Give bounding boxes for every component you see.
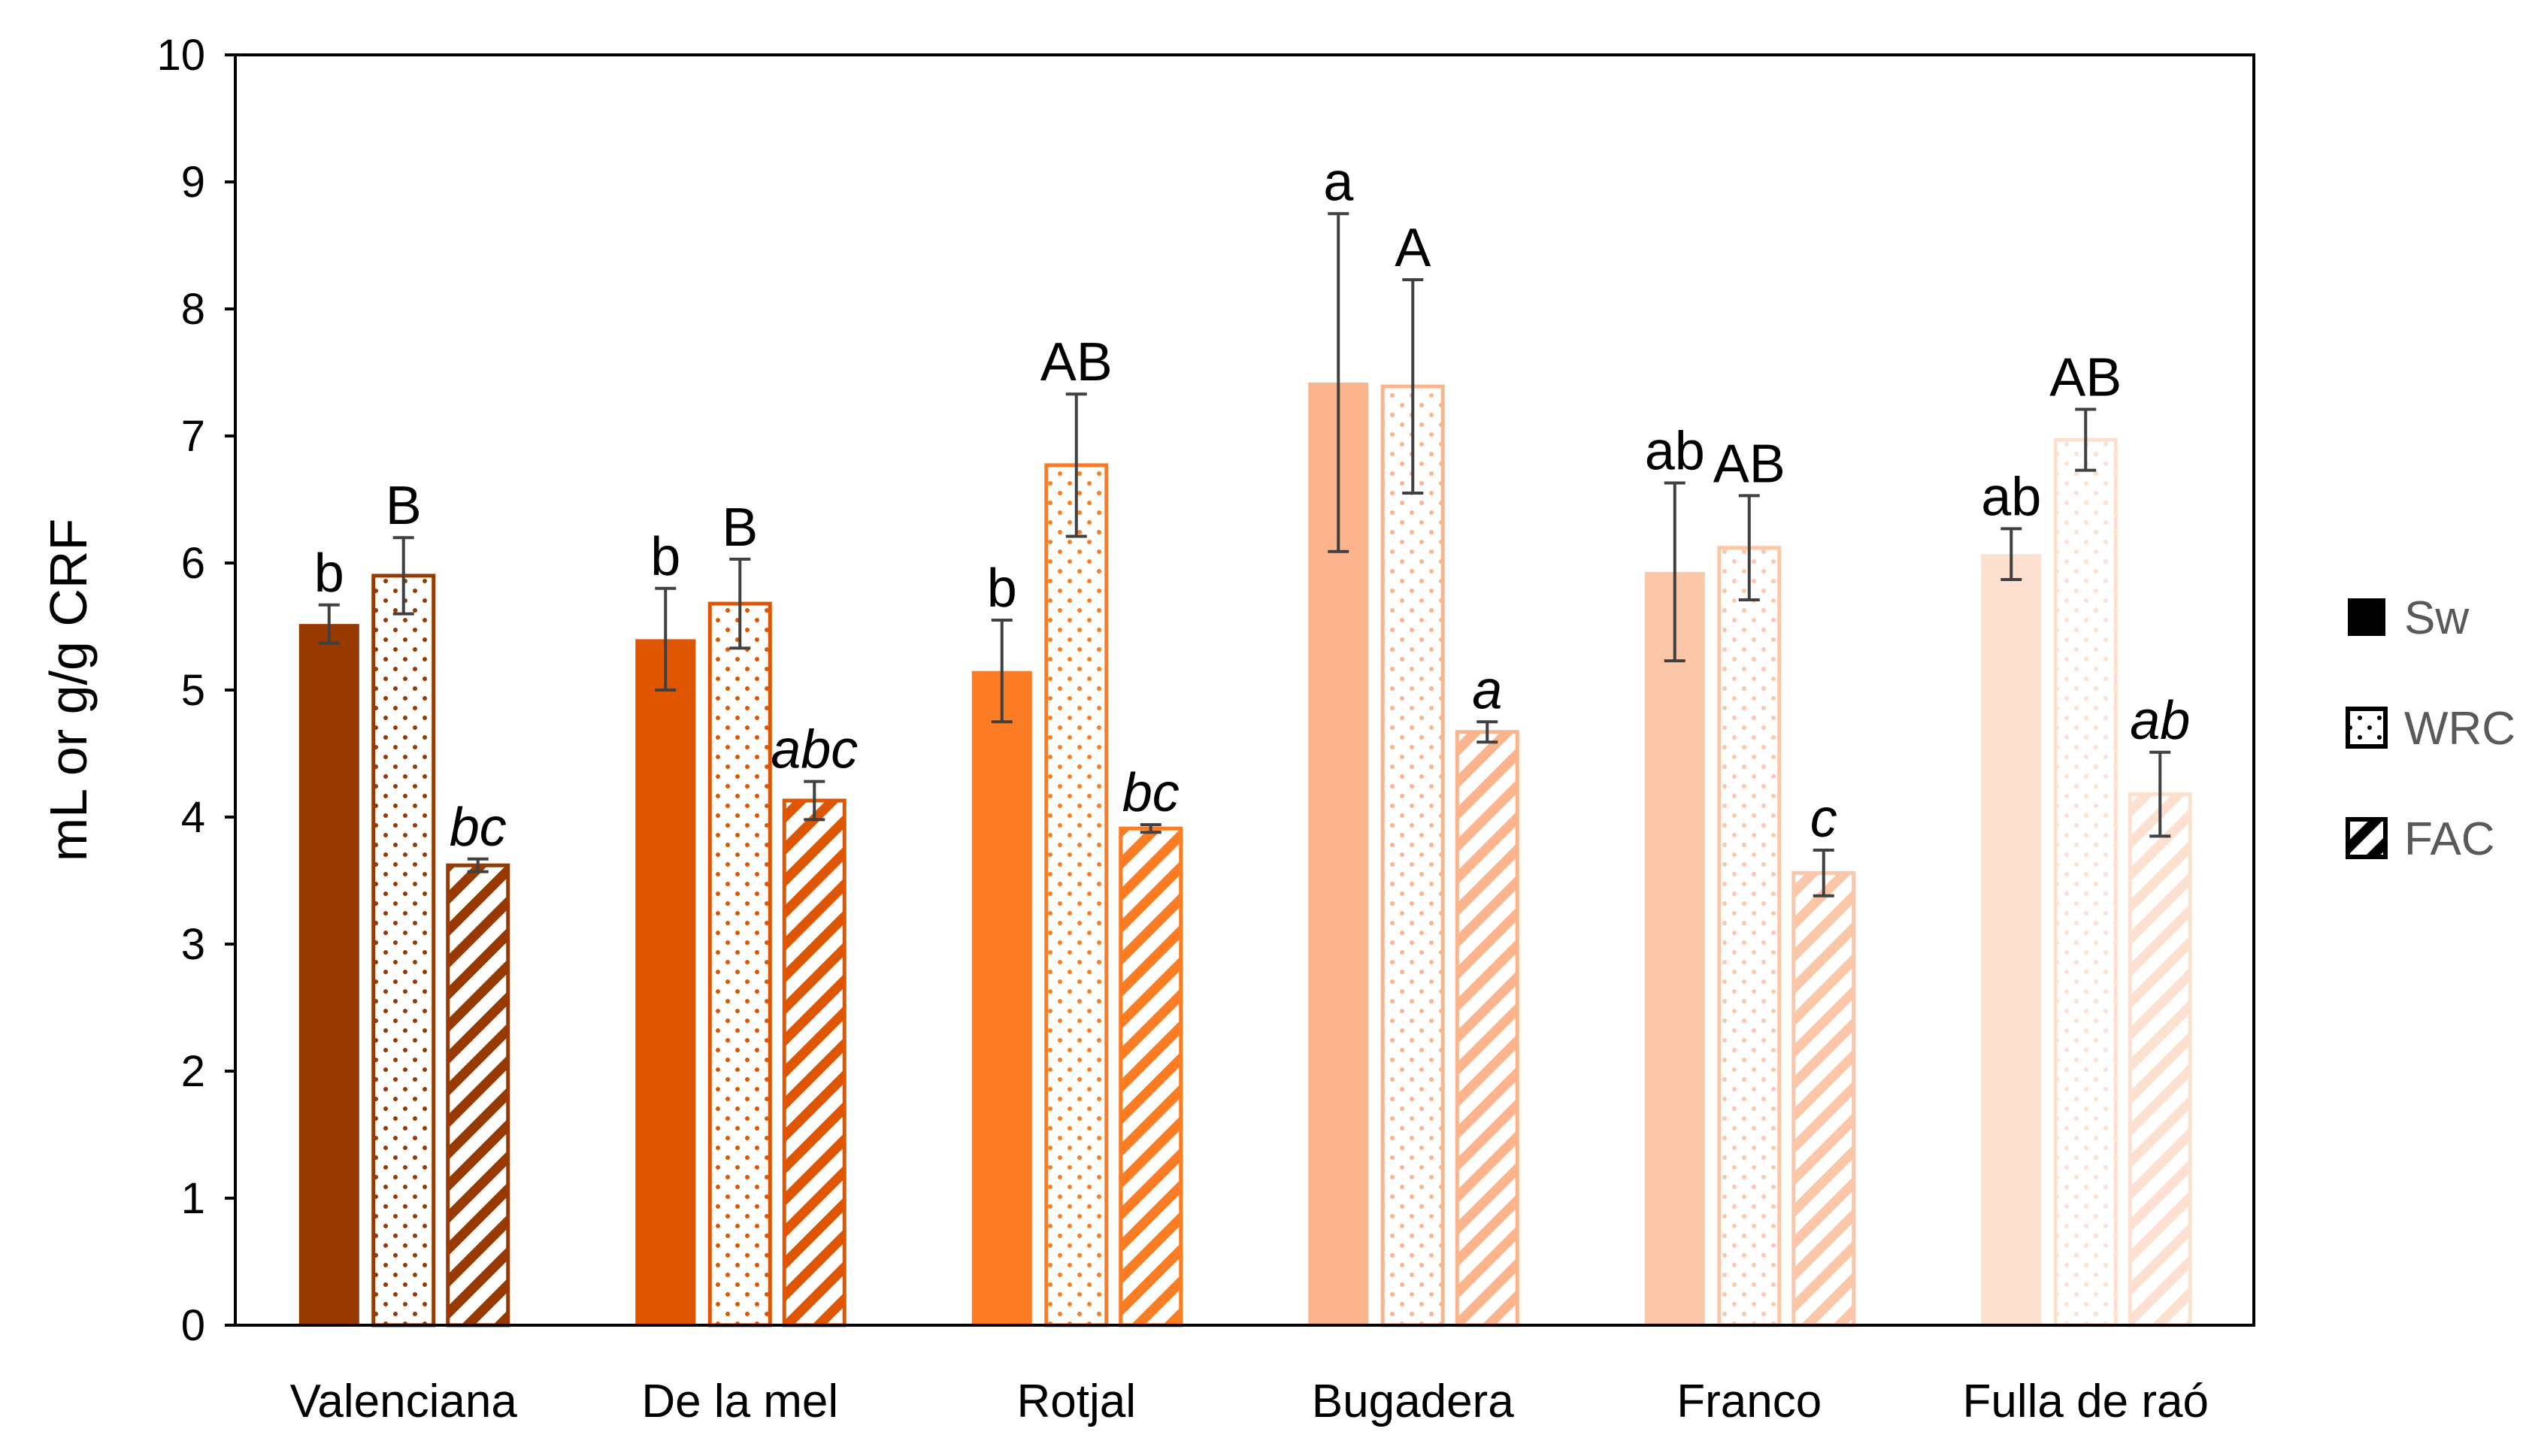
error-bar-fac-5 — [2149, 750, 2171, 838]
significance-label-wrc-2: AB — [1040, 332, 1113, 392]
significance-label-sw-3: a — [1323, 152, 1354, 212]
bar-fac-5 — [2128, 792, 2192, 1327]
legend-label-wrc: WRC — [2404, 703, 2515, 755]
x-tick-label: Rotjal — [1016, 1376, 1136, 1427]
legend-swatch-sw — [2348, 598, 2385, 636]
legend-item-sw: Sw — [2348, 592, 2469, 644]
error-bar-sw-2 — [991, 619, 1013, 724]
significance-label-wrc-0: B — [386, 476, 422, 536]
error-bar-sw-3 — [1328, 212, 1349, 553]
y-tick-label: 10 — [156, 31, 205, 80]
significance-label-fac-5: ab — [2130, 691, 2190, 751]
significance-label-fac-1: abc — [771, 720, 858, 780]
x-tick-label: Bugadera — [1312, 1376, 1514, 1427]
significance-label-fac-2: bc — [1122, 763, 1180, 823]
error-bar-sw-4 — [1664, 481, 1685, 663]
significance-label-sw-4: ab — [1645, 422, 1705, 482]
plot-area-frame — [234, 53, 2255, 1327]
legend-label-fac: FAC — [2404, 813, 2495, 865]
error-bar-wrc-4 — [1738, 494, 1760, 602]
legend-swatch-fac — [2346, 817, 2388, 859]
significance-label-fac-3: a — [1472, 660, 1502, 720]
y-tick-label: 6 — [181, 539, 205, 588]
bar-fac-0 — [446, 863, 510, 1327]
significance-label-fac-4: c — [1810, 789, 1837, 849]
legend-label-sw: Sw — [2404, 592, 2469, 644]
error-bar-sw-0 — [318, 603, 340, 645]
bar-wrc-4 — [1717, 546, 1782, 1327]
bar-fac-1 — [782, 798, 847, 1327]
significance-label-sw-0: b — [314, 543, 344, 604]
error-bar-wrc-0 — [392, 536, 414, 616]
legend-item-fac: FAC — [2346, 813, 2495, 865]
error-bar-wrc-1 — [729, 557, 751, 650]
bar-sw-0 — [298, 624, 359, 1325]
significance-label-wrc-1: B — [722, 498, 758, 558]
y-tick-label: 8 — [181, 285, 205, 334]
bar-wrc-1 — [707, 601, 772, 1327]
legend-item-wrc: WRC — [2346, 703, 2515, 755]
bar-fac-2 — [1119, 826, 1183, 1327]
bars-layer — [298, 383, 2192, 1327]
y-tick-label: 5 — [181, 666, 205, 715]
bar-wrc-0 — [371, 574, 436, 1327]
x-tick-label: Fulla de raó — [1963, 1376, 2209, 1427]
significance-label-sw-5: ab — [1981, 467, 2041, 527]
y-tick-label: 3 — [181, 920, 205, 969]
error-bar-sw-5 — [2000, 527, 2022, 581]
y-tick-label: 0 — [181, 1301, 205, 1350]
y-tick-label: 9 — [181, 158, 205, 207]
significance-label-wrc-4: AB — [1713, 434, 1785, 494]
error-bars-layer — [318, 212, 2171, 898]
error-bar-fac-1 — [804, 779, 825, 822]
legend-swatch-wrc — [2346, 707, 2388, 749]
significance-label-fac-0: bc — [450, 798, 507, 858]
y-tick-label: 7 — [181, 412, 205, 461]
error-bar-wrc-5 — [2075, 407, 2097, 472]
y-tick-label: 1 — [181, 1174, 205, 1223]
x-tick-label: Franco — [1676, 1376, 1822, 1427]
error-bar-fac-3 — [1476, 720, 1498, 744]
y-tick-label: 2 — [181, 1047, 205, 1096]
x-axis: Valenciana De la mel Rotjal Bugadera Franco F… — [290, 1376, 2209, 1427]
significance-label-wrc-3: A — [1395, 218, 1431, 278]
error-bar-fac-0 — [467, 857, 489, 873]
bar-sw-1 — [635, 639, 696, 1325]
significance-label-wrc-5: AB — [2049, 348, 2122, 408]
bar-sw-4 — [1644, 571, 1705, 1325]
error-bar-sw-1 — [655, 586, 677, 692]
error-bar-fac-2 — [1140, 823, 1162, 834]
bar-fac-4 — [1791, 870, 1856, 1327]
y-tick-label: 4 — [181, 793, 205, 842]
bar-wrc-3 — [1380, 384, 1445, 1327]
bar-wrc-2 — [1044, 463, 1109, 1327]
error-bar-fac-4 — [1813, 848, 1834, 898]
bar-fac-3 — [1455, 730, 1519, 1327]
error-bar-wrc-2 — [1065, 392, 1087, 538]
bar-wrc-5 — [2053, 437, 2118, 1327]
legend: Sw WRC FAC — [2346, 592, 2515, 865]
bar-sw-2 — [971, 670, 1032, 1325]
x-tick-label: Valenciana — [290, 1376, 518, 1427]
y-axis-title: mL or g/g CRF — [39, 519, 98, 861]
bar-sw-5 — [1981, 554, 2042, 1326]
significance-label-sw-2: b — [987, 558, 1017, 619]
significance-label-sw-1: b — [650, 527, 680, 587]
error-bar-wrc-3 — [1402, 278, 1424, 495]
y-axis: 0 1 2 3 4 5 6 7 8 9 10 — [156, 31, 235, 1350]
x-tick-label: De la mel — [641, 1376, 838, 1427]
